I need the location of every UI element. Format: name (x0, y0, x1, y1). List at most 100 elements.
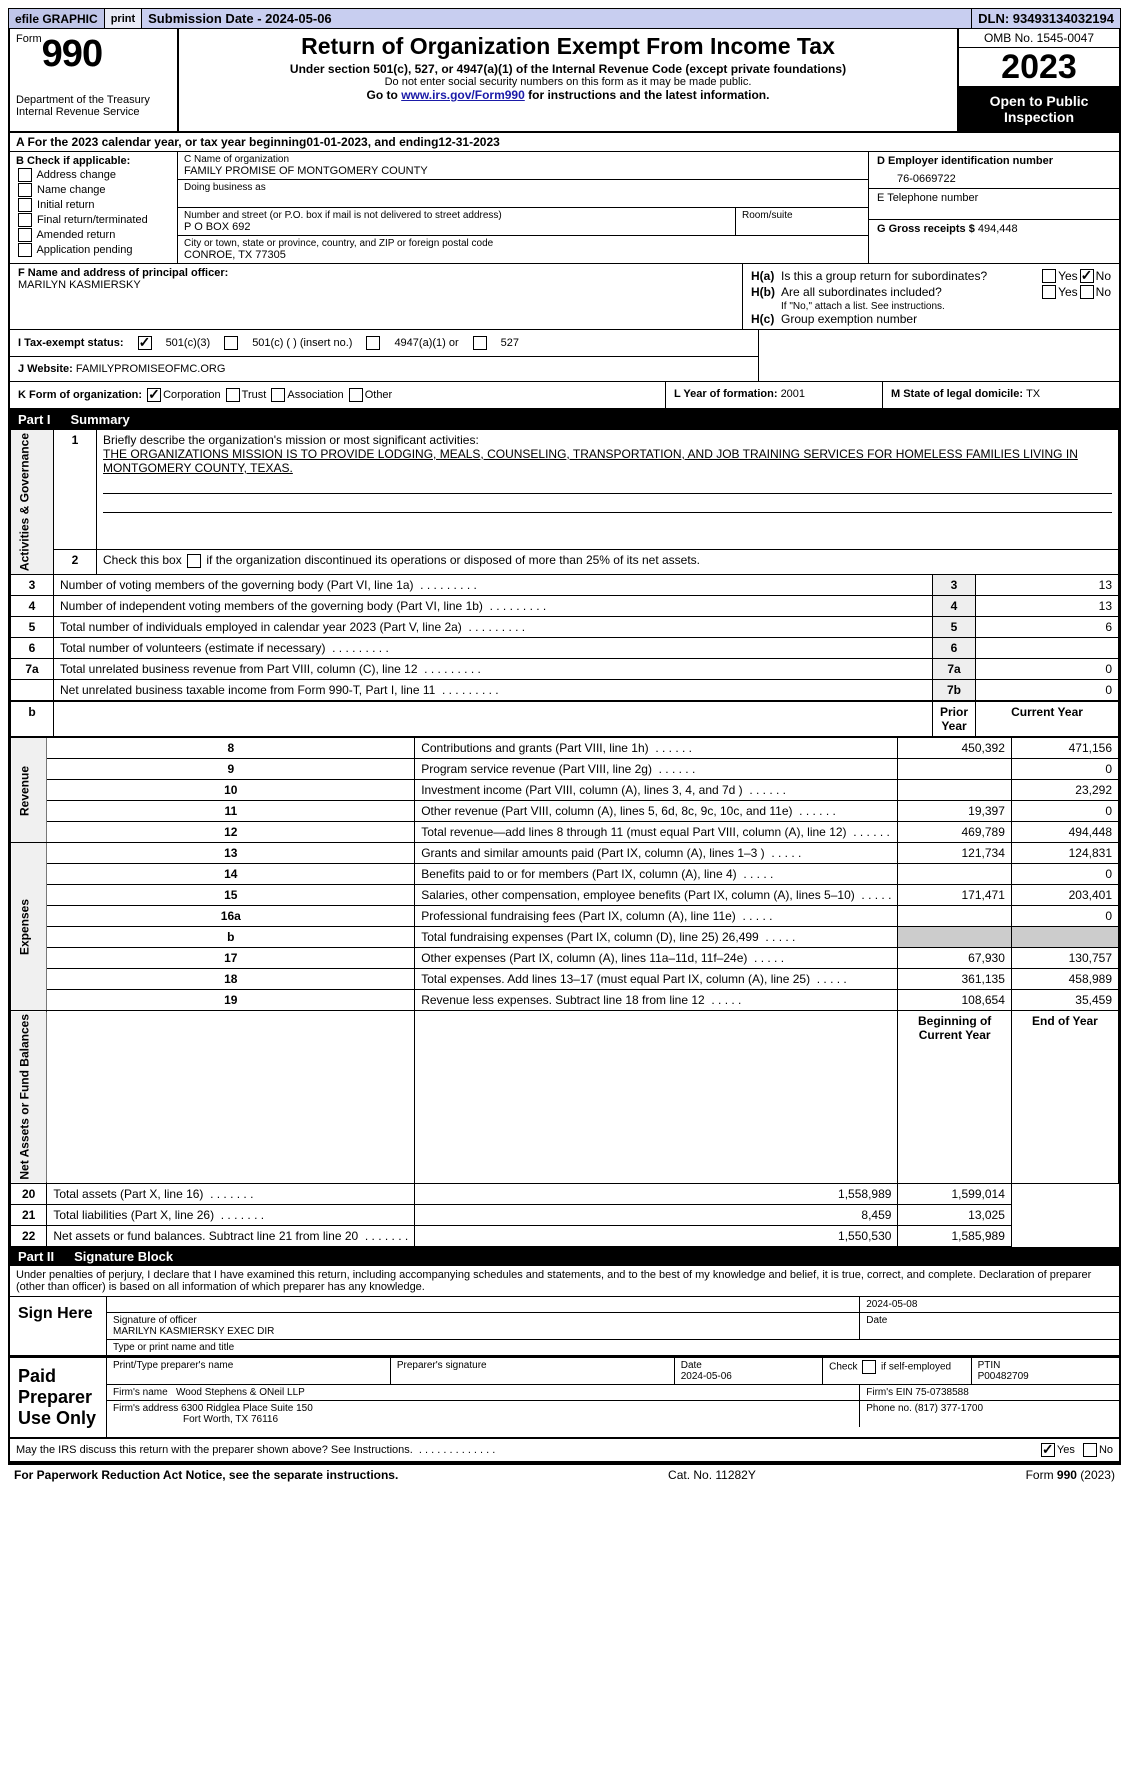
col-end: End of Year (1011, 1011, 1118, 1184)
prior-value: 469,789 (898, 822, 1011, 843)
preparer-label: Paid Preparer Use Only (10, 1358, 107, 1437)
mission-text: THE ORGANIZATIONS MISSION IS TO PROVIDE … (103, 447, 1112, 475)
form-container: Form990 Department of the Treasury Inter… (8, 29, 1121, 1463)
gov-value: 6 (976, 617, 1119, 638)
hb-no-checkbox[interactable] (1080, 285, 1094, 299)
b-option[interactable]: Amended return (16, 228, 171, 242)
assoc-checkbox[interactable] (271, 388, 285, 402)
gross-value: 494,448 (978, 223, 1018, 235)
ha-no-checkbox[interactable] (1080, 269, 1094, 283)
firm-phone: (817) 377-1700 (915, 1403, 983, 1414)
discuss-row: May the IRS discuss this return with the… (10, 1439, 1119, 1461)
end-value: 1,585,989 (898, 1225, 1011, 1246)
current-value: 0 (1011, 759, 1118, 780)
firm-addr1: 6300 Ridglea Place Suite 150 (181, 1403, 313, 1414)
dept-treasury: Department of the Treasury (16, 94, 171, 106)
current-value: 0 (1011, 906, 1118, 927)
prior-value (898, 864, 1011, 885)
officer-sig-name: MARILYN KASMIERSKY EXEC DIR (113, 1326, 853, 1337)
begin-value: 1,558,989 (415, 1183, 898, 1204)
hb-yes-checkbox[interactable] (1042, 285, 1056, 299)
sign-here-label: Sign Here (10, 1297, 107, 1355)
summary-table: Activities & Governance 1 Briefly descri… (10, 429, 1119, 737)
527-checkbox[interactable] (473, 336, 487, 350)
current-value: 0 (1011, 801, 1118, 822)
room-label: Room/suite (736, 208, 868, 235)
gov-value: 0 (976, 659, 1119, 680)
current-value: 458,989 (1011, 969, 1118, 990)
current-value: 130,757 (1011, 948, 1118, 969)
j-label: J Website: (18, 363, 76, 375)
discuss-no-checkbox[interactable] (1083, 1443, 1097, 1457)
prior-value: 108,654 (898, 990, 1011, 1011)
prior-value (898, 780, 1011, 801)
other-checkbox[interactable] (349, 388, 363, 402)
dba-label: Doing business as (184, 182, 862, 193)
form-header: Form990 Department of the Treasury Inter… (10, 29, 1119, 133)
firm-ein: 75-0738588 (915, 1387, 968, 1398)
section-h: H(a) Is this a group return for subordin… (743, 264, 1119, 329)
officer-name: MARILYN KASMIERSKY (18, 279, 734, 291)
b-option[interactable]: Final return/terminated (16, 213, 171, 227)
dept-irs: Internal Revenue Service (16, 106, 171, 118)
footer: For Paperwork Reduction Act Notice, see … (8, 1463, 1121, 1485)
prior-value (898, 759, 1011, 780)
row-a-calendar: A For the 2023 calendar year, or tax yea… (10, 133, 1119, 152)
print-button[interactable]: print (105, 9, 142, 28)
prior-value: 19,397 (898, 801, 1011, 822)
current-value: 494,448 (1011, 822, 1118, 843)
efile-graphic-button[interactable]: efile GRAPHIC (9, 9, 105, 28)
penalties-text: Under penalties of perjury, I declare th… (10, 1266, 1119, 1296)
line2-checkbox[interactable] (187, 554, 201, 568)
org-name: FAMILY PROMISE OF MONTGOMERY COUNTY (184, 165, 862, 177)
b-option[interactable]: Application pending (16, 243, 171, 257)
prior-value: 121,734 (898, 843, 1011, 864)
501c-checkbox[interactable] (224, 336, 238, 350)
end-value: 13,025 (898, 1204, 1011, 1225)
current-value: 124,831 (1011, 843, 1118, 864)
gov-value: 0 (976, 680, 1119, 702)
sign-here-section: Sign Here 2024-05-08 Signature of office… (10, 1296, 1119, 1357)
self-emp-checkbox[interactable] (862, 1360, 876, 1374)
form-number: Form990 (16, 33, 171, 76)
part1-header: Part I Summary (10, 410, 1119, 429)
city-label: City or town, state or province, country… (184, 238, 862, 249)
form-title: Return of Organization Exempt From Incom… (187, 33, 949, 60)
vlabel-governance: Activities & Governance (11, 430, 54, 575)
revenue-table: Revenue8Contributions and grants (Part V… (10, 737, 1119, 1247)
ha-yes-checkbox[interactable] (1042, 269, 1056, 283)
section-l: L Year of formation: 2001 (666, 382, 883, 408)
prior-value: 361,135 (898, 969, 1011, 990)
501c3-checkbox[interactable] (138, 336, 152, 350)
4947-checkbox[interactable] (366, 336, 380, 350)
ssn-note: Do not enter social security numbers on … (187, 76, 949, 88)
i-label: I Tax-exempt status: (18, 337, 124, 349)
dln-number: DLN: 93493134032194 (972, 9, 1120, 28)
tax-year: 2023 (959, 48, 1119, 87)
form-subtitle: Under section 501(c), 527, or 4947(a)(1)… (187, 62, 949, 76)
firm-name: Wood Stephens & ONeil LLP (176, 1387, 305, 1398)
col-begin: Beginning of Current Year (898, 1011, 1011, 1184)
line1-label: Briefly describe the organization's miss… (103, 433, 1112, 447)
discuss-yes-checkbox[interactable] (1041, 1443, 1055, 1457)
corp-checkbox[interactable] (147, 388, 161, 402)
ein-value: 76-0669722 (877, 167, 1111, 185)
begin-value: 1,550,530 (415, 1225, 898, 1246)
b-option[interactable]: Name change (16, 183, 171, 197)
irs-link[interactable]: www.irs.gov/Form990 (401, 88, 525, 102)
phone-label: E Telephone number (877, 192, 1111, 204)
part2-header: Part II Signature Block (10, 1247, 1119, 1266)
b-option[interactable]: Initial return (16, 198, 171, 212)
trust-checkbox[interactable] (226, 388, 240, 402)
prior-value: 171,471 (898, 885, 1011, 906)
preparer-section: Paid Preparer Use Only Print/Type prepar… (10, 1357, 1119, 1439)
hc-label: H(c) Group exemption number (751, 312, 1111, 326)
b-label: B Check if applicable: (16, 155, 171, 167)
footer-left: For Paperwork Reduction Act Notice, see … (14, 1468, 398, 1482)
section-c: C Name of organization FAMILY PROMISE OF… (178, 152, 868, 263)
gov-value: 13 (976, 575, 1119, 596)
current-value: 35,459 (1011, 990, 1118, 1011)
begin-value: 8,459 (415, 1204, 898, 1225)
b-option[interactable]: Address change (16, 168, 171, 182)
prep-date: 2024-05-06 (681, 1371, 732, 1382)
